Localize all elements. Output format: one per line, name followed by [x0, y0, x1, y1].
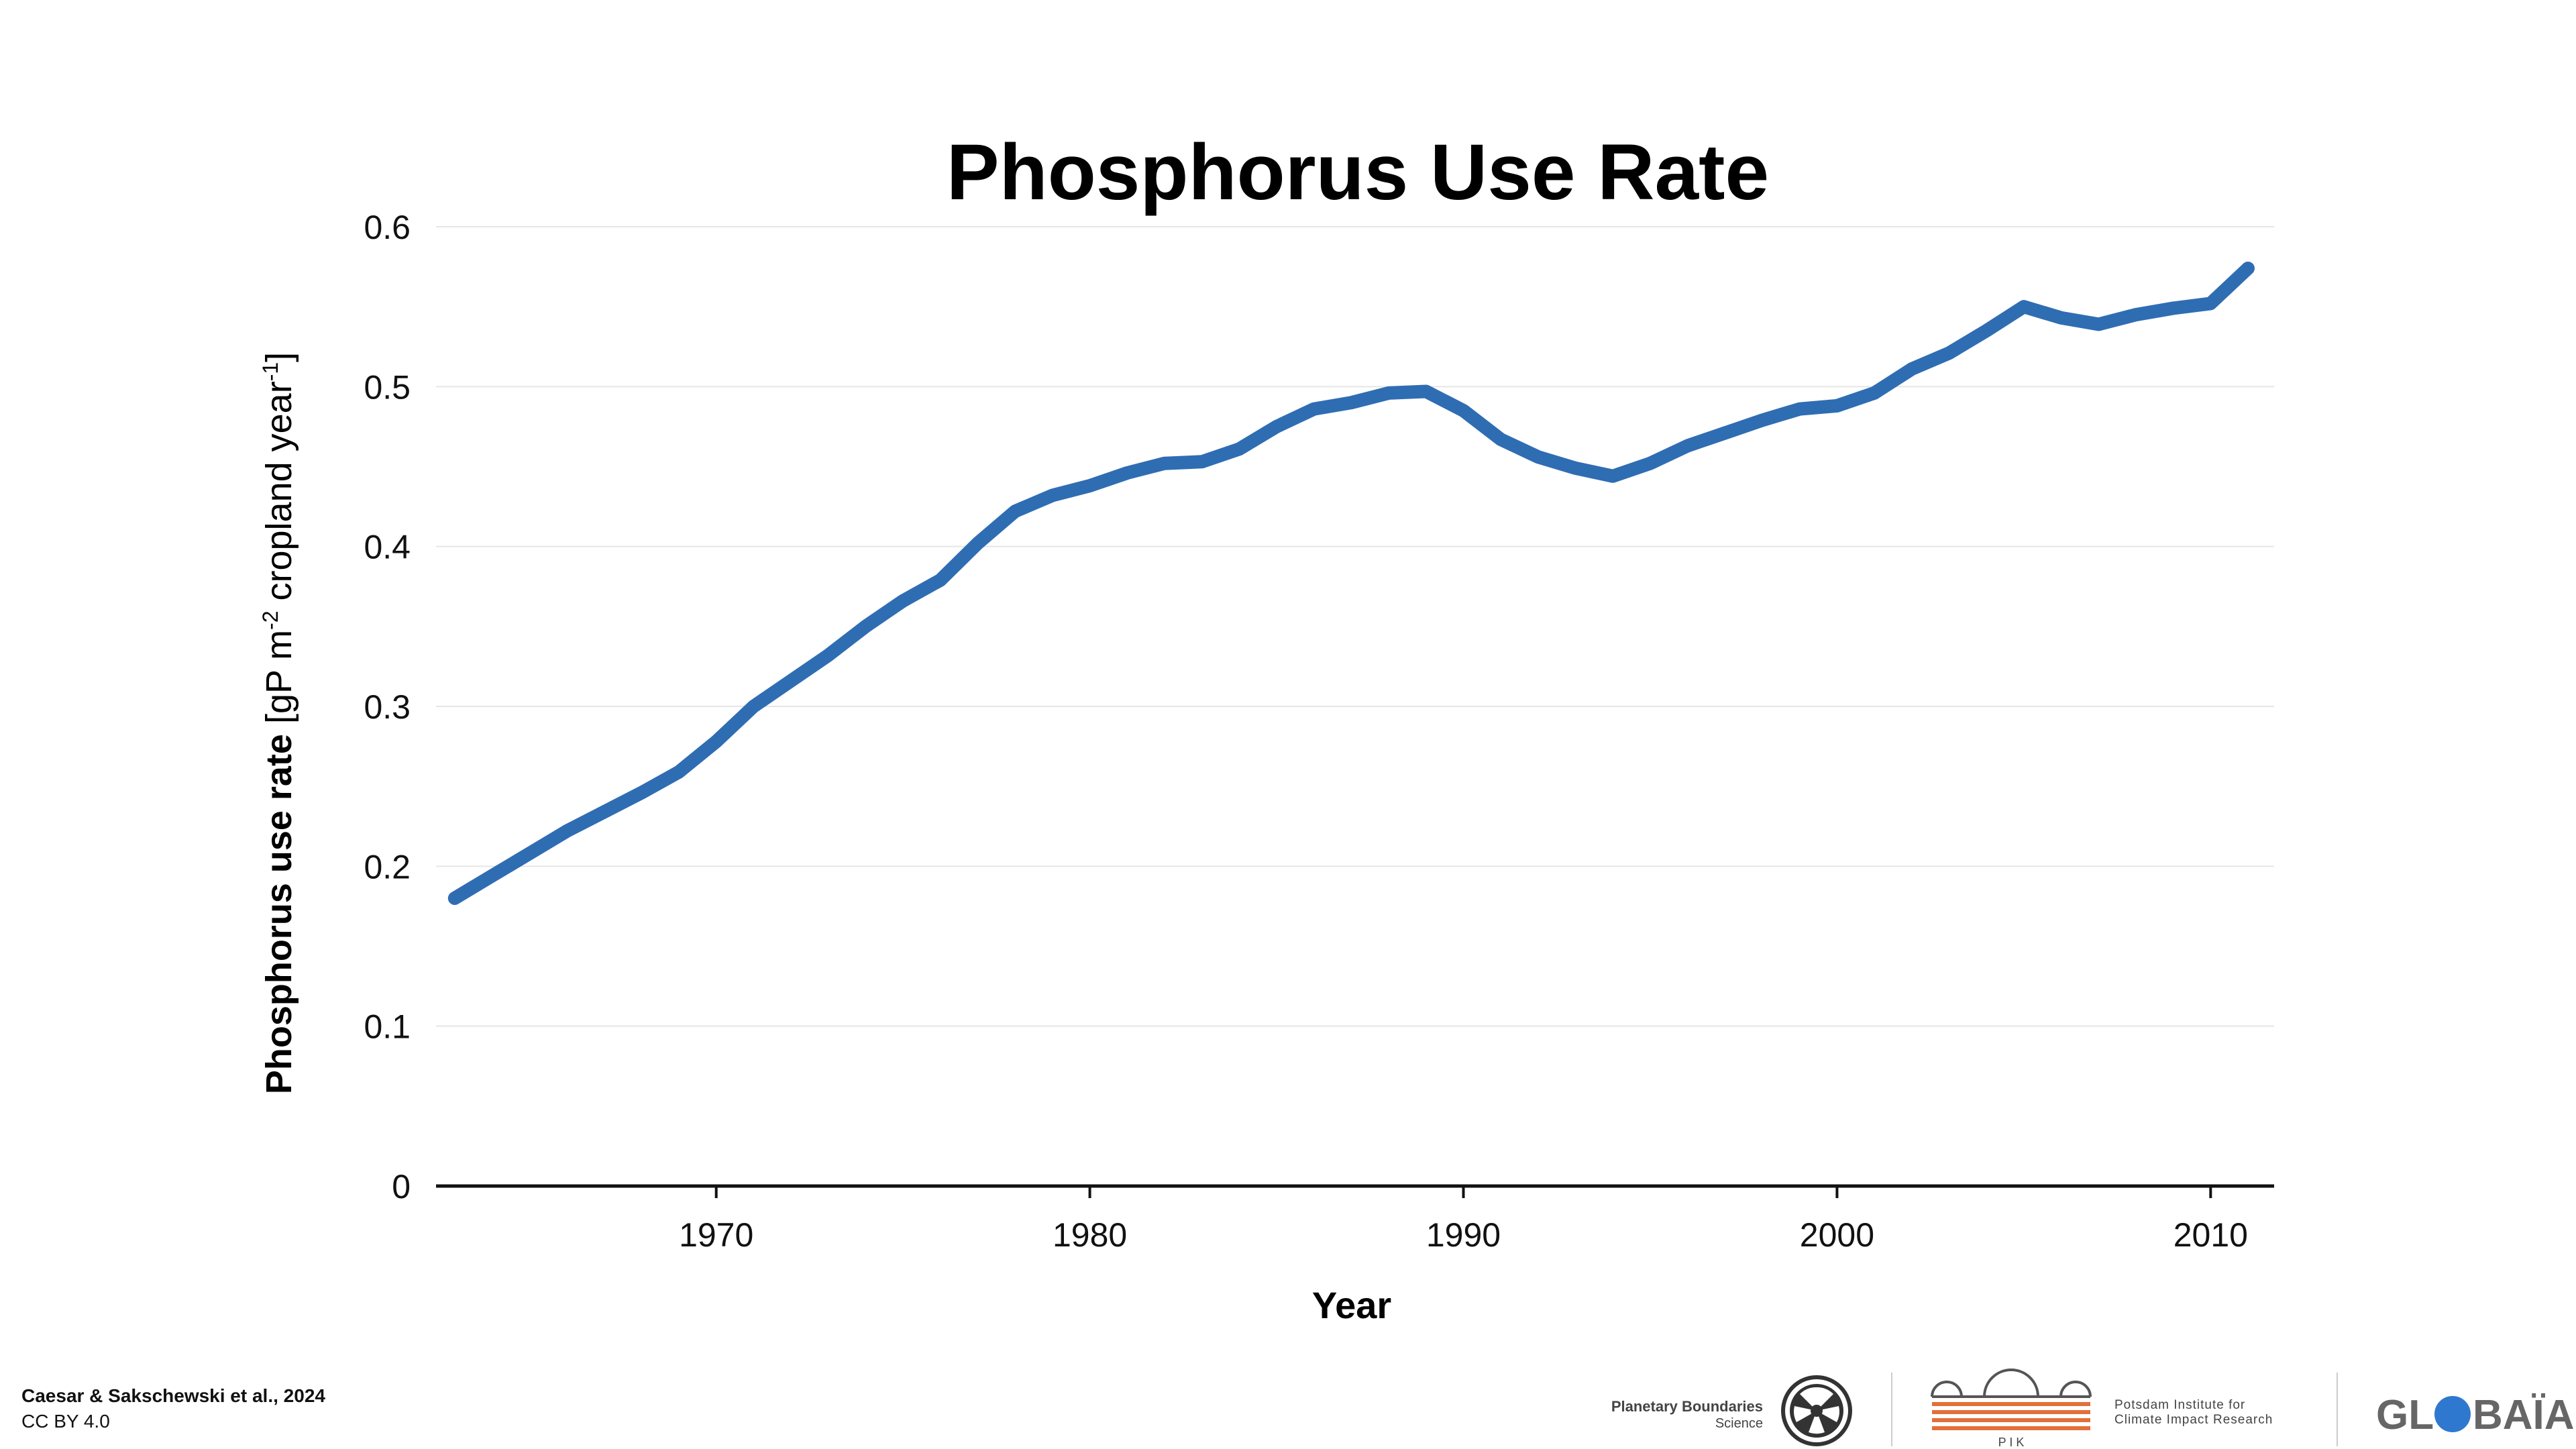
- x-tick-label: 1970: [679, 1216, 753, 1254]
- grid-lines: [436, 226, 2274, 1027]
- x-tick-label: 2000: [1800, 1216, 1874, 1254]
- y-tick-labels: 0 0.1 0.2 0.3 0.4 0.5 0.6: [364, 209, 411, 1205]
- x-tick-label: 2010: [2174, 1216, 2248, 1254]
- series-line: [447, 262, 2255, 905]
- x-axis-label: Year: [1312, 1284, 1391, 1326]
- x-tick-label: 1980: [1053, 1216, 1127, 1254]
- chart-title: Phosphorus Use Rate: [947, 128, 1769, 217]
- y-axis-label: Phosphorus use rate [gP m-2 cropland yea…: [258, 352, 299, 1094]
- y-tick-label: 0.4: [364, 529, 411, 566]
- x-tick-labels: 1970 1980 1990 2000 2010: [679, 1216, 2248, 1254]
- x-tick-marks: [714, 1186, 2212, 1198]
- y-tick-label: 0: [392, 1168, 411, 1205]
- y-tick-label: 0.6: [364, 209, 411, 246]
- y-tick-label: 0.3: [364, 688, 411, 726]
- x-tick-label: 1990: [1426, 1216, 1501, 1254]
- y-tick-label: 0.1: [364, 1008, 411, 1046]
- citation: Caesar & Sakschewski et al., 2024: [21, 1385, 325, 1406]
- y-tick-label: 0.5: [364, 368, 411, 406]
- y-tick-label: 0.2: [364, 848, 411, 885]
- license: CC BY 4.0: [21, 1411, 110, 1432]
- footer-citation-block: Caesar & Sakschewski et al., 2024 CC BY …: [21, 1383, 325, 1434]
